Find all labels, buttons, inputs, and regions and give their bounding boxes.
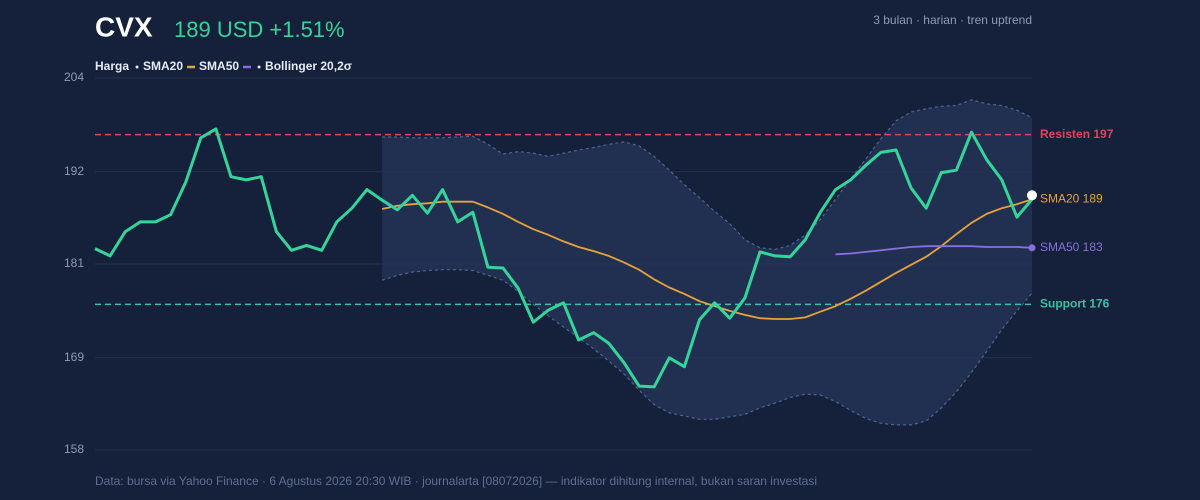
bollinger-fill: [382, 99, 1033, 425]
y-tick-label: 192: [64, 164, 84, 178]
y-tick-label: 158: [64, 442, 84, 456]
series-line: [835, 245, 1033, 256]
bollinger-upper: [382, 99, 1033, 251]
chart-subtitle: 189 USD +1.51%: [174, 17, 345, 42]
reference-label: Support 176: [1040, 297, 1110, 311]
series-line: [381, 198, 1033, 320]
legend-label: Bollinger 20,2σ: [265, 59, 352, 73]
legend-separator: [135, 65, 139, 69]
y-tick-label: 169: [64, 350, 84, 364]
legend-label: Harga: [95, 59, 129, 73]
legend: Harga SMA20 SMA50 Bollinger 20,2σ: [95, 59, 352, 73]
end-label: SMA50 183: [1040, 240, 1103, 254]
legend-label: SMA20: [143, 59, 183, 73]
legend-label: SMA50: [199, 59, 239, 73]
chart-title: CVX: [95, 11, 153, 42]
source-note: Data: bursa via Yahoo Finance · 6 Agustu…: [95, 474, 817, 488]
legend-separator: [257, 65, 261, 69]
end-dot: [1028, 244, 1036, 252]
period-note: 3 bulan · harian · tren uptrend: [873, 13, 1032, 27]
bollinger-lower: [381, 269, 1033, 426]
end-label: SMA20 189: [1040, 191, 1103, 205]
end-dot: [1027, 190, 1037, 201]
series-line: [94, 127, 1034, 389]
y-tick-label: 204: [64, 70, 84, 84]
y-tick-label: 181: [64, 256, 84, 270]
reference-label: Resisten 197: [1040, 127, 1114, 141]
